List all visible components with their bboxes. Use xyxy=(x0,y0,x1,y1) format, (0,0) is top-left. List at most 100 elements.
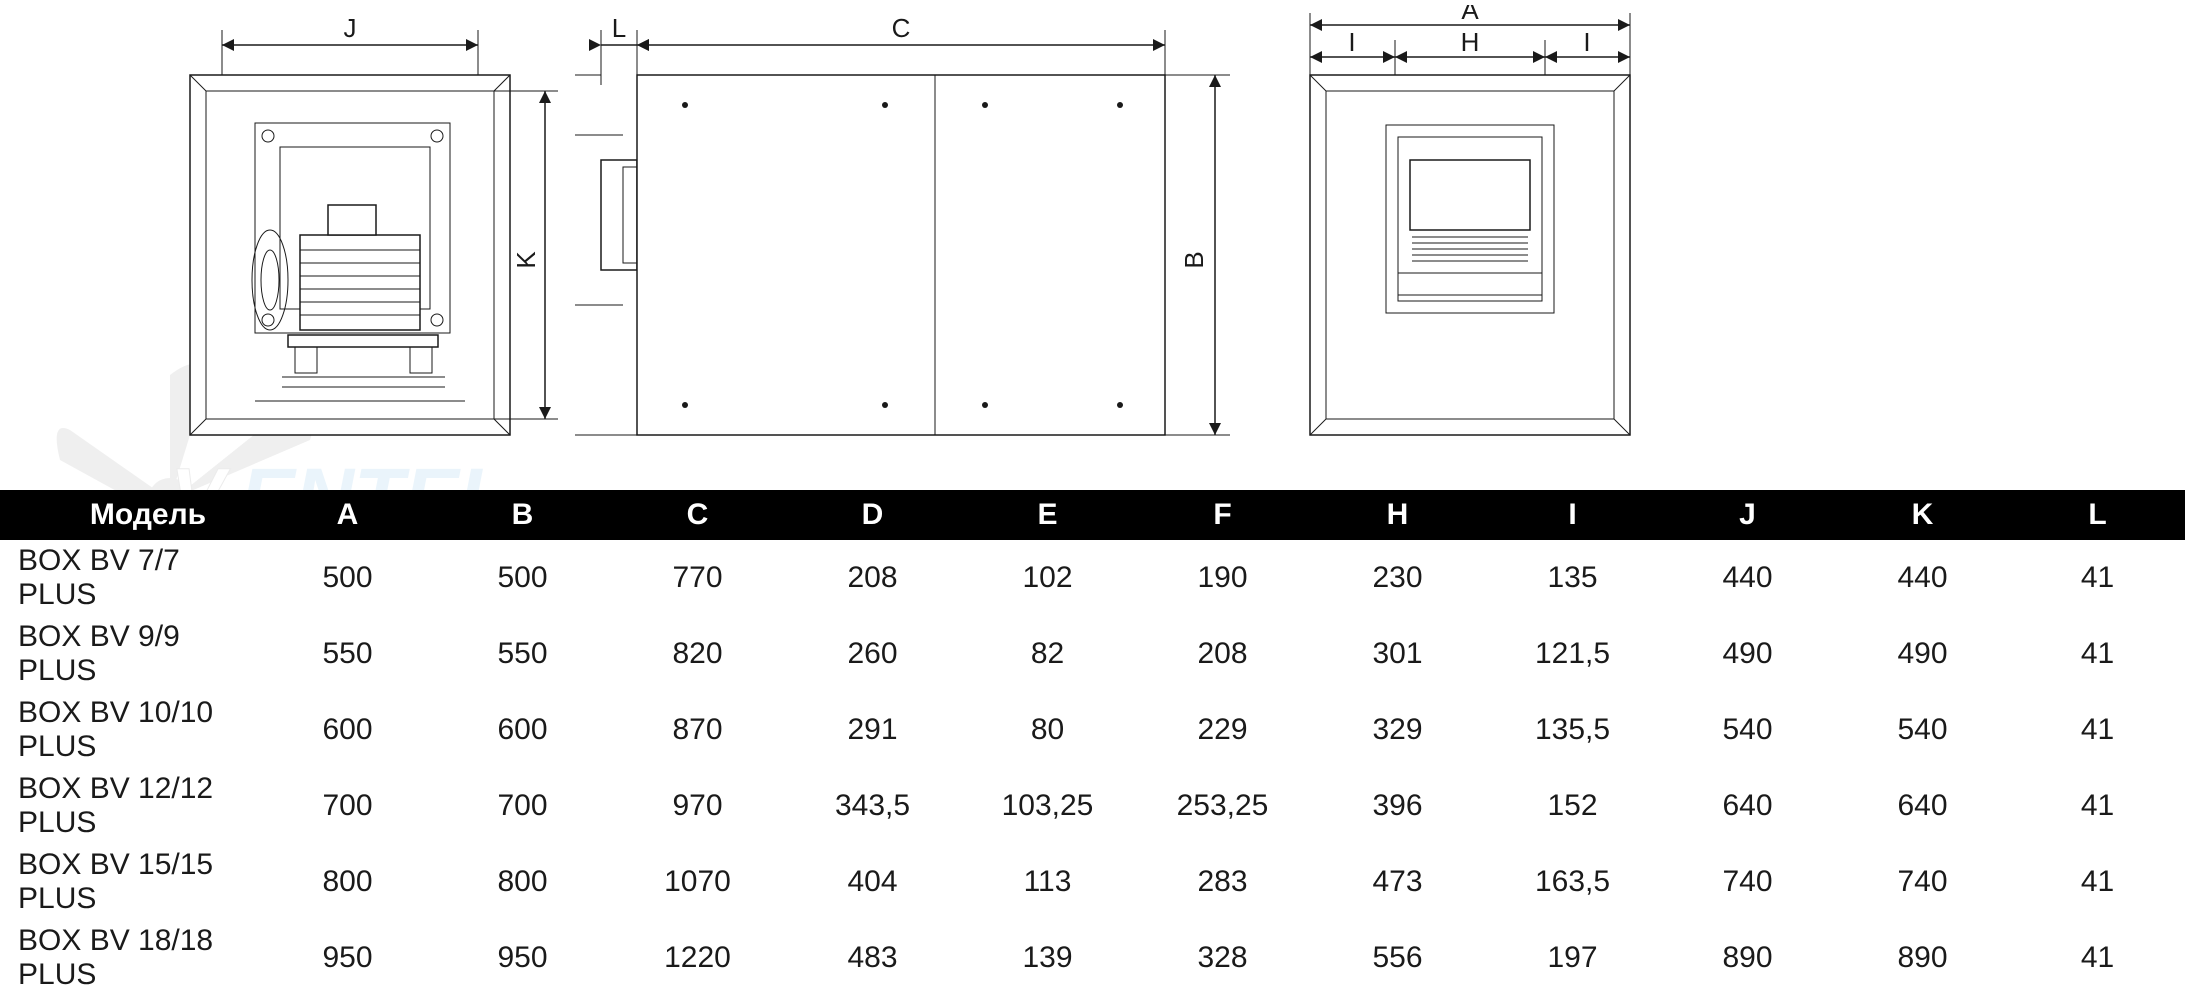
col-I: I xyxy=(1485,490,1660,540)
col-A: A xyxy=(260,490,435,540)
cell-model: BOX BV 15/15 PLUS xyxy=(0,844,260,920)
cell-value: 556 xyxy=(1310,920,1485,996)
cell-value: 890 xyxy=(1660,920,1835,996)
col-H: H xyxy=(1310,490,1485,540)
col-B: B xyxy=(435,490,610,540)
cell-value: 800 xyxy=(435,844,610,920)
cell-model: BOX BV 9/9 PLUS xyxy=(0,616,260,692)
cell-value: 82 xyxy=(960,616,1135,692)
cell-value: 440 xyxy=(1660,540,1835,616)
cell-model: BOX BV 7/7 PLUS xyxy=(0,540,260,616)
cell-value: 113 xyxy=(960,844,1135,920)
cell-model: BOX BV 12/12 PLUS xyxy=(0,768,260,844)
cell-value: 139 xyxy=(960,920,1135,996)
cell-value: 970 xyxy=(610,768,785,844)
dim-J: J xyxy=(344,13,357,43)
cell-value: 404 xyxy=(785,844,960,920)
cell-value: 500 xyxy=(260,540,435,616)
col-J: J xyxy=(1660,490,1835,540)
dim-H: H xyxy=(1461,27,1480,57)
cell-value: 197 xyxy=(1485,920,1660,996)
cell-value: 343,5 xyxy=(785,768,960,844)
cell-value: 396 xyxy=(1310,768,1485,844)
cell-value: 770 xyxy=(610,540,785,616)
cell-value: 152 xyxy=(1485,768,1660,844)
table-row: BOX BV 7/7 PLUS5005007702081021902301354… xyxy=(0,540,2185,616)
cell-value: 41 xyxy=(2010,768,2185,844)
cell-value: 230 xyxy=(1310,540,1485,616)
col-model: Модель xyxy=(0,490,260,540)
cell-model: BOX BV 18/18 PLUS xyxy=(0,920,260,996)
col-L: L xyxy=(2010,490,2185,540)
cell-value: 483 xyxy=(785,920,960,996)
cell-value: 41 xyxy=(2010,692,2185,768)
drawing-front-long: L C E D xyxy=(575,5,1255,455)
table-row: BOX BV 9/9 PLUS55055082026082208301121,5… xyxy=(0,616,2185,692)
cell-value: 950 xyxy=(260,920,435,996)
cell-value: 600 xyxy=(435,692,610,768)
table-row: BOX BV 12/12 PLUS700700970343,5103,25253… xyxy=(0,768,2185,844)
cell-value: 328 xyxy=(1135,920,1310,996)
cell-value: 260 xyxy=(785,616,960,692)
cell-value: 301 xyxy=(1310,616,1485,692)
cell-value: 229 xyxy=(1135,692,1310,768)
cell-value: 600 xyxy=(260,692,435,768)
cell-model: BOX BV 10/10 PLUS xyxy=(0,692,260,768)
table-header-row: Модель A B C D E F H I J K L xyxy=(0,490,2185,540)
cell-value: 208 xyxy=(785,540,960,616)
cell-value: 102 xyxy=(960,540,1135,616)
dim-C: C xyxy=(892,13,911,43)
dimensions-table: Модель A B C D E F H I J K L BOX BV 7/7 … xyxy=(0,490,2185,996)
cell-value: 640 xyxy=(1835,768,2010,844)
cell-value: 490 xyxy=(1660,616,1835,692)
cell-value: 1070 xyxy=(610,844,785,920)
col-E: E xyxy=(960,490,1135,540)
cell-value: 190 xyxy=(1135,540,1310,616)
cell-value: 135,5 xyxy=(1485,692,1660,768)
cell-value: 740 xyxy=(1835,844,2010,920)
cell-value: 135 xyxy=(1485,540,1660,616)
cell-value: 700 xyxy=(435,768,610,844)
cell-value: 473 xyxy=(1310,844,1485,920)
table-row: BOX BV 10/10 PLUS60060087029180229329135… xyxy=(0,692,2185,768)
cell-value: 740 xyxy=(1660,844,1835,920)
cell-value: 41 xyxy=(2010,540,2185,616)
cell-value: 121,5 xyxy=(1485,616,1660,692)
cell-value: 163,5 xyxy=(1485,844,1660,920)
cell-value: 500 xyxy=(435,540,610,616)
cell-value: 80 xyxy=(960,692,1135,768)
drawing-intake-side: A I H I xyxy=(1280,5,1700,455)
cell-value: 1220 xyxy=(610,920,785,996)
drawing-side-motor: J xyxy=(160,5,560,455)
dim-B: B xyxy=(1179,251,1209,268)
col-K: K xyxy=(1835,490,2010,540)
col-F: F xyxy=(1135,490,1310,540)
cell-value: 440 xyxy=(1835,540,2010,616)
cell-value: 103,25 xyxy=(960,768,1135,844)
col-C: C xyxy=(610,490,785,540)
cell-value: 870 xyxy=(610,692,785,768)
dim-L: L xyxy=(612,13,626,43)
cell-value: 540 xyxy=(1835,692,2010,768)
cell-value: 820 xyxy=(610,616,785,692)
dim-A: A xyxy=(1461,5,1479,25)
cell-value: 41 xyxy=(2010,844,2185,920)
cell-value: 41 xyxy=(2010,920,2185,996)
table-row: BOX BV 15/15 PLUS80080010704041132834731… xyxy=(0,844,2185,920)
cell-value: 208 xyxy=(1135,616,1310,692)
cell-value: 283 xyxy=(1135,844,1310,920)
dim-I-left: I xyxy=(1348,27,1355,57)
col-D: D xyxy=(785,490,960,540)
technical-drawings: J xyxy=(0,0,2185,470)
dim-K: K xyxy=(511,251,541,269)
cell-value: 700 xyxy=(260,768,435,844)
cell-value: 890 xyxy=(1835,920,2010,996)
cell-value: 41 xyxy=(2010,616,2185,692)
cell-value: 550 xyxy=(260,616,435,692)
cell-value: 800 xyxy=(260,844,435,920)
table-row: BOX BV 18/18 PLUS95095012204831393285561… xyxy=(0,920,2185,996)
cell-value: 329 xyxy=(1310,692,1485,768)
cell-value: 550 xyxy=(435,616,610,692)
cell-value: 950 xyxy=(435,920,610,996)
cell-value: 253,25 xyxy=(1135,768,1310,844)
